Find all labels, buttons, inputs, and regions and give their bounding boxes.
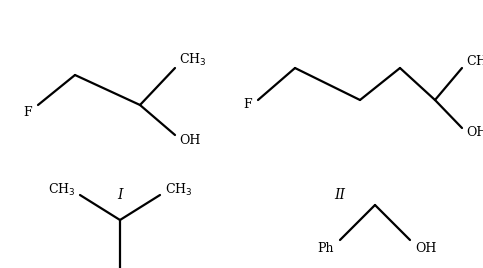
Text: OH: OH [466,125,483,139]
Text: OH: OH [415,241,436,255]
Text: Ph: Ph [317,241,334,255]
Text: I: I [117,188,123,202]
Text: CH$_3$: CH$_3$ [165,182,192,198]
Text: CH$_3$: CH$_3$ [179,52,206,68]
Text: F: F [243,99,252,111]
Text: F: F [23,106,32,118]
Text: CH$_3$: CH$_3$ [466,54,483,70]
Text: II: II [335,188,345,202]
Text: CH$_3$: CH$_3$ [47,182,75,198]
Text: OH: OH [179,133,200,147]
